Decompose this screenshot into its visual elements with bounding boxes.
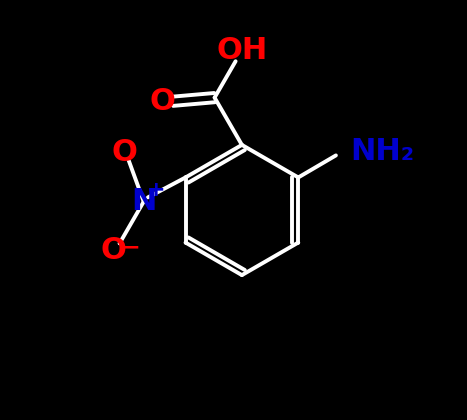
Text: NH₂: NH₂: [351, 136, 415, 166]
Text: O: O: [100, 236, 126, 265]
Text: +: +: [146, 180, 165, 200]
Text: O: O: [149, 87, 175, 116]
Text: O: O: [112, 138, 137, 167]
Text: OH: OH: [216, 36, 268, 65]
Text: N: N: [131, 187, 156, 216]
Text: −: −: [122, 238, 141, 257]
